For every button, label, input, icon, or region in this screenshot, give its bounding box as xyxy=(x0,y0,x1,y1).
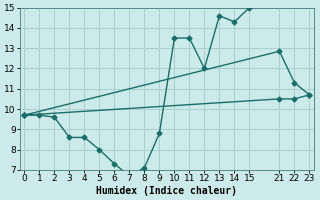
X-axis label: Humidex (Indice chaleur): Humidex (Indice chaleur) xyxy=(96,186,237,196)
